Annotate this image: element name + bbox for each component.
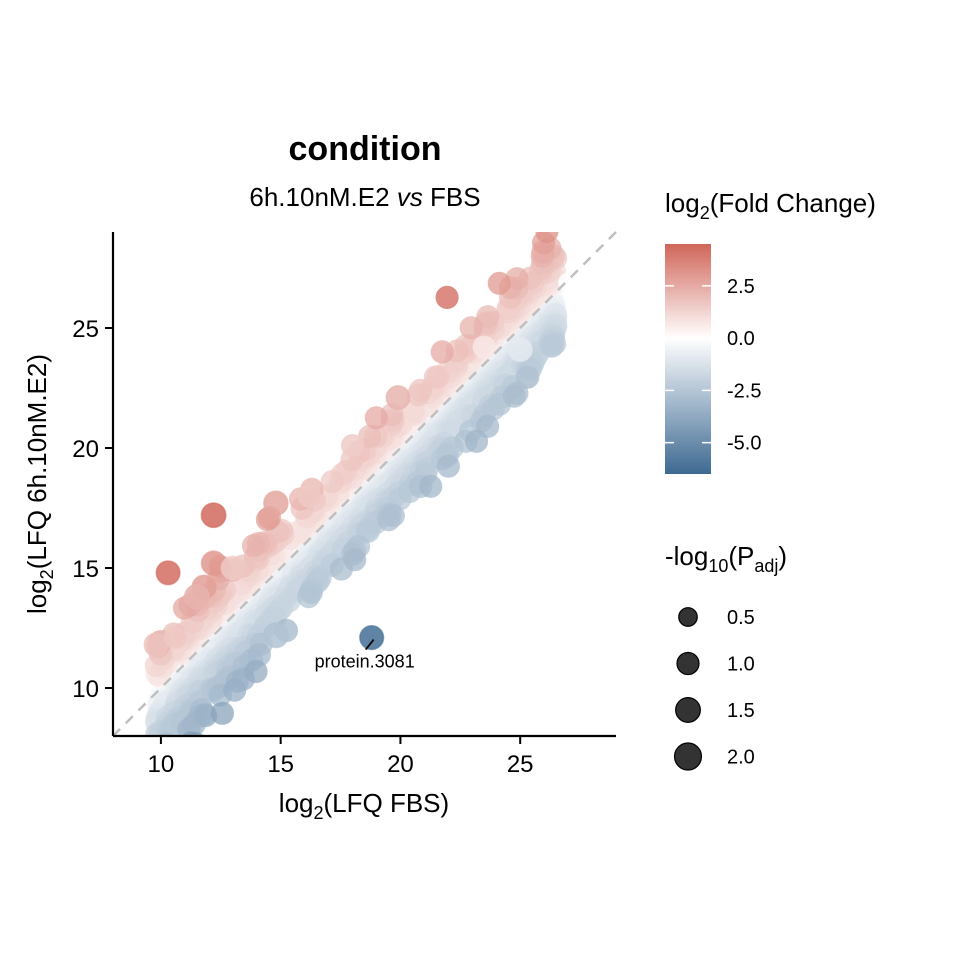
- background-point: [419, 474, 443, 498]
- chart-title: condition: [289, 130, 442, 168]
- background-point: [408, 378, 433, 402]
- size-legend-title: -log10(Padj): [665, 541, 787, 576]
- size-legend-key: [676, 651, 700, 676]
- background-point: [343, 548, 367, 572]
- y-axis-ticks: 10 15 20 25: [72, 316, 113, 703]
- background-point: [502, 384, 526, 408]
- data-point: [558, 272, 579, 293]
- background-point: [241, 534, 266, 558]
- x-axis-title-sub: 2: [314, 803, 324, 823]
- size-legend-title-close: ): [778, 541, 787, 571]
- point-annotation-label: protein.3081: [315, 652, 415, 672]
- data-point: [220, 555, 246, 581]
- colorbar-tick-label: -5.0: [727, 433, 761, 455]
- y-axis-title-rest: (LFQ 6h.10nM.E2): [22, 354, 52, 569]
- size-legend-label: 1.0: [727, 654, 755, 676]
- background-point: [436, 454, 460, 478]
- color-legend-title-rest: (Fold Change): [710, 188, 876, 218]
- data-point: [340, 433, 365, 458]
- background-point: [464, 429, 489, 453]
- subtitle-suffix: FBS: [423, 182, 481, 212]
- background-point: [459, 316, 483, 340]
- background-point: [505, 267, 529, 291]
- size-legend: -log10(Padj) 0.5 1.0 1.5 2.0: [665, 541, 787, 771]
- size-legend-key: [673, 742, 703, 771]
- x-tick-label: 10: [148, 751, 175, 778]
- y-tick-label: 20: [72, 436, 99, 463]
- subtitle-prefix: 6h.10nM.E2: [249, 182, 396, 212]
- background-point: [358, 424, 382, 448]
- labeled-data-point: [359, 625, 385, 651]
- colorbar-tick-label: 0.0: [727, 328, 755, 350]
- chart-subtitle: 6h.10nM.E2 vs FBS: [249, 182, 480, 212]
- background-point: [364, 406, 388, 430]
- data-point: [200, 502, 227, 529]
- background-point: [542, 332, 567, 356]
- data-point: [263, 490, 289, 517]
- color-legend-title-log: log: [665, 188, 700, 218]
- size-legend-label: 1.5: [727, 700, 755, 722]
- x-axis-title-log: log: [279, 788, 314, 818]
- data-point: [385, 385, 411, 411]
- size-legend-key: [675, 697, 701, 723]
- y-axis-title-sub: 2: [37, 569, 57, 579]
- background-point: [430, 340, 454, 364]
- data-point: [297, 483, 322, 509]
- data-point: [262, 622, 289, 649]
- background-point: [244, 659, 268, 684]
- size-legend-title-sub10: 10: [708, 556, 728, 576]
- data-point: [507, 337, 533, 363]
- size-legend-keys: 0.5 1.0 1.5 2.0: [673, 607, 755, 771]
- x-tick-label: 20: [387, 751, 414, 778]
- data-point: [472, 335, 497, 359]
- data-point: [183, 583, 210, 610]
- background-point: [277, 589, 301, 613]
- background-point: [423, 365, 447, 389]
- size-legend-title-subadj: adj: [754, 556, 778, 576]
- background-point: [210, 701, 234, 725]
- colorbar-tick-label: -2.5: [727, 380, 761, 402]
- colorbar: [665, 244, 711, 474]
- x-axis-title-rest: (LFQ FBS): [324, 788, 450, 818]
- data-point: [155, 560, 181, 586]
- size-legend-key: [678, 607, 698, 627]
- y-axis-title: log2(LFQ 6h.10nM.E2): [22, 354, 57, 614]
- size-legend-title-log: -log: [665, 541, 708, 571]
- y-tick-label: 25: [72, 316, 99, 343]
- data-point: [163, 625, 188, 650]
- y-tick-label: 10: [72, 676, 99, 703]
- background-point: [320, 470, 344, 494]
- colorbar-tick-label: 2.5: [727, 276, 755, 298]
- y-tick-label: 15: [72, 556, 99, 583]
- annotation-leader-line: [364, 639, 375, 651]
- size-legend-label: 2.0: [727, 747, 755, 769]
- background-point: [487, 271, 511, 295]
- color-legend-title-sub: 2: [700, 203, 710, 223]
- subtitle-vs: vs: [397, 182, 423, 212]
- color-legend: log2(Fold Change) 2.5 0.0 -2.5 -5.0: [665, 188, 876, 474]
- annotation-layer: protein.3081: [315, 639, 415, 672]
- x-axis-ticks: 10 15 20 25: [148, 736, 534, 778]
- background-point: [381, 503, 405, 528]
- x-tick-label: 25: [507, 751, 534, 778]
- points-layer: [143, 232, 579, 736]
- background-point: [535, 232, 559, 244]
- size-legend-title-p: (P: [728, 541, 754, 571]
- color-legend-title: log2(Fold Change): [665, 188, 876, 223]
- size-legend-label: 0.5: [727, 607, 755, 629]
- x-axis-title: log2(LFQ FBS): [279, 788, 449, 823]
- y-axis-title-log: log: [22, 579, 52, 614]
- x-tick-label: 15: [267, 751, 294, 778]
- background-point: [476, 305, 500, 329]
- colorbar-ticks: 2.5 0.0 -2.5 -5.0: [665, 276, 761, 455]
- background-point: [435, 285, 459, 309]
- background-point: [297, 585, 321, 609]
- background-point: [223, 678, 247, 702]
